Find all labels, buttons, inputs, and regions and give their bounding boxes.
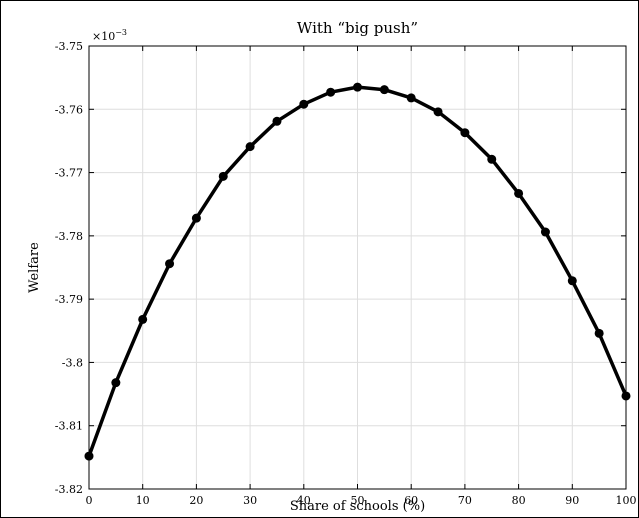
y-tick-label: -3.8 [62,356,83,369]
y-tick-label: -3.75 [55,40,83,53]
x-tick-label: 20 [189,494,203,507]
x-tick-label: 0 [86,494,93,507]
data-point [433,107,443,117]
x-tick-label: 40 [297,494,311,507]
scale-exponent: −3 [115,28,127,37]
data-point [567,276,577,286]
data-point [353,82,362,92]
x-tick-label: 30 [243,494,257,507]
data-point [326,87,336,97]
data-point [111,378,121,388]
data-point [245,142,255,152]
series-group [84,82,631,461]
x-tick-label: 90 [565,494,579,507]
x-tick-label: 100 [616,494,637,507]
y-tick-label: -3.79 [55,293,83,306]
data-point [540,227,550,237]
y-axis-ticks: -3.75 -3.76 -3.77 -3.78 -3.79 -3.8 -3.81 -3.82 [55,40,626,496]
x-tick-label: 70 [458,494,472,507]
data-point [138,314,148,324]
chart-title: With “big push” [297,19,418,37]
data-point [379,85,389,95]
data-point [406,93,416,103]
y-axis-scale-factor: ×10−3 [92,28,127,43]
data-point [272,116,282,126]
y-tick-label: -3.77 [55,167,83,180]
x-axis-label: Share of schools (%) [290,499,425,514]
y-tick-label: -3.82 [55,483,83,496]
data-point [514,188,524,198]
data-point [191,213,201,223]
data-point [594,328,604,338]
data-point [299,99,309,109]
data-point [621,391,631,401]
x-tick-label: 50 [351,494,365,507]
y-tick-label: -3.76 [55,103,83,116]
x-tick-label: 60 [404,494,418,507]
x-tick-label: 10 [136,494,150,507]
data-point [84,451,94,461]
y-axis-label: Welfare [27,242,42,293]
data-point [460,128,470,138]
scale-multiplier: ×10 [92,30,115,43]
y-tick-label: -3.81 [55,420,83,433]
data-point [218,171,228,181]
data-point [487,154,497,164]
data-point [165,259,175,269]
x-axis-ticks: 0 10 20 30 40 50 60 70 80 90 100 [86,46,637,507]
y-tick-label: -3.78 [55,230,83,243]
x-tick-label: 80 [512,494,526,507]
